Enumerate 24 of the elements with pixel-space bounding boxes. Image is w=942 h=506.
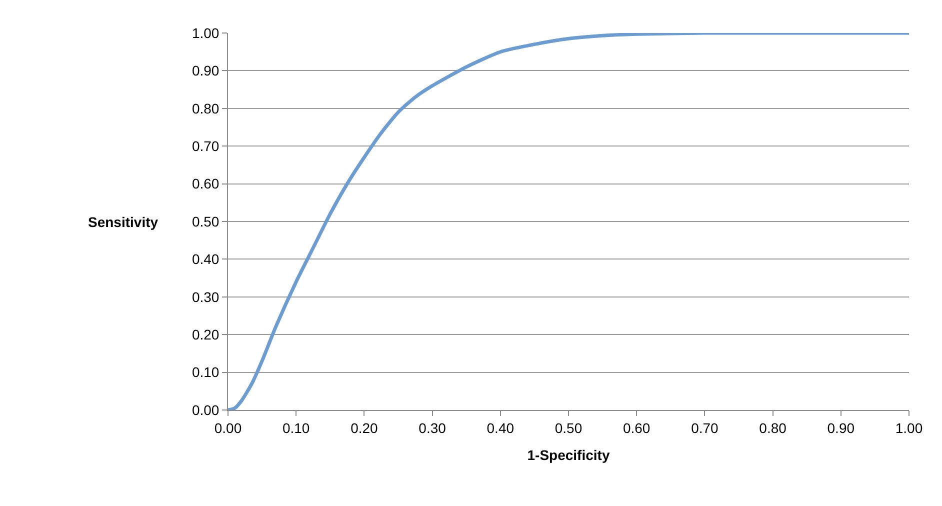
- x-axis-title: 1-Specificity: [527, 447, 610, 464]
- x-tick-label: 0.50: [554, 420, 582, 436]
- y-tick-label: 0.70: [192, 138, 220, 154]
- x-tick-label: 0.20: [350, 420, 378, 436]
- x-tick-label: 0.30: [418, 420, 446, 436]
- x-tick-label: 0.10: [282, 420, 310, 436]
- y-tick-label: 0.00: [192, 402, 220, 418]
- x-tick-label: 0.00: [214, 420, 242, 436]
- x-tick-label: 1.00: [895, 420, 923, 436]
- x-tick-label: 0.40: [486, 420, 514, 436]
- y-tick-label: 0.30: [192, 288, 220, 305]
- y-tick-label: 0.60: [192, 176, 220, 192]
- y-tick-label: 0.10: [192, 364, 220, 380]
- x-tick-label: 0.80: [759, 420, 787, 436]
- y-tick-label: 0.80: [192, 100, 220, 116]
- y-tick-label: 0.40: [192, 251, 220, 268]
- y-tick-label: 0.50: [192, 213, 220, 230]
- x-tick-label: 0.90: [827, 420, 855, 436]
- y-tick-label: 1.00: [192, 24, 220, 41]
- y-tick-label: 0.20: [192, 326, 220, 342]
- y-tick-label: 0.90: [192, 62, 220, 79]
- y-axis-title: Sensitivity: [88, 214, 158, 230]
- x-tick-label: 0.60: [622, 420, 650, 436]
- x-tick-label: 0.70: [691, 420, 719, 436]
